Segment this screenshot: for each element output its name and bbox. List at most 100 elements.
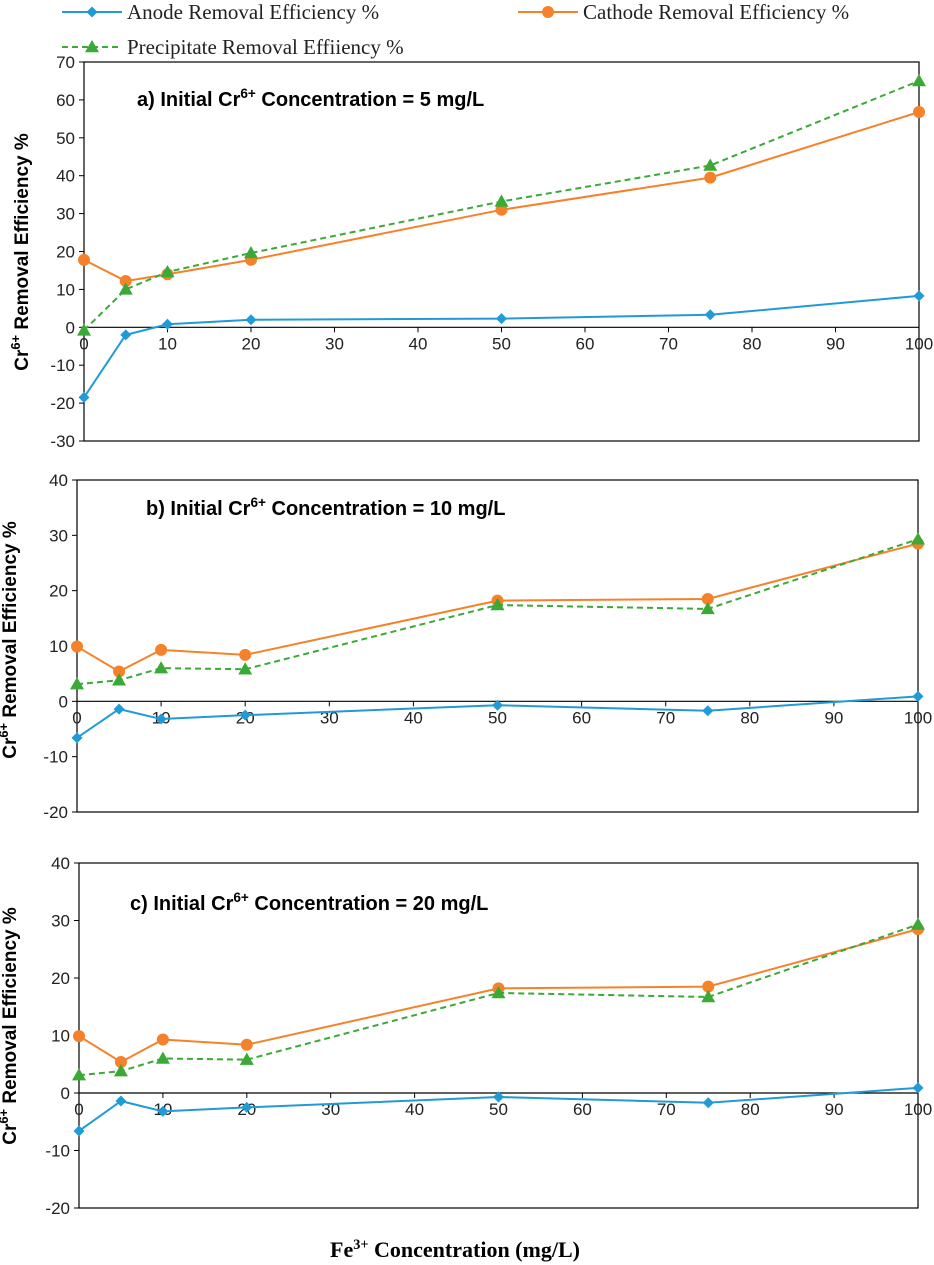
x-tick-label: 80 — [743, 334, 762, 353]
series — [77, 73, 926, 336]
y-axis-label: Cr6+ Removal Efficiency % — [8, 133, 33, 371]
data-point — [239, 648, 252, 661]
y-tick-label: 0 — [59, 692, 68, 711]
x-tick-label: 0 — [72, 708, 81, 727]
legend-item: Cathode Removal Efficiency % — [518, 0, 849, 24]
y-tick-label: 20 — [56, 243, 75, 262]
data-point — [239, 709, 251, 721]
y-tick-label: -30 — [50, 432, 75, 451]
x-tick-label: 50 — [488, 708, 507, 727]
series — [73, 1082, 924, 1137]
data-point — [238, 662, 253, 675]
x-tick-label: 60 — [572, 708, 591, 727]
data-point — [492, 699, 503, 711]
x-tick-label: 0 — [79, 334, 88, 353]
data-point — [113, 703, 125, 715]
chart-panel: -20-100102030400102030405060708090100Cr6… — [0, 471, 932, 822]
data-point — [496, 313, 507, 325]
data-point — [114, 1055, 127, 1068]
x-tick-label: 60 — [573, 1100, 592, 1119]
series — [78, 290, 925, 403]
panel-title: c) Initial Cr6+ Concentration = 20 mg/L — [130, 890, 488, 915]
data-point — [160, 264, 175, 278]
data-point — [239, 1052, 254, 1065]
data-point — [155, 643, 168, 656]
series — [73, 923, 924, 1068]
data-point — [702, 980, 715, 993]
y-tick-label: 60 — [56, 91, 75, 110]
y-tick-label: -10 — [50, 356, 75, 375]
y-tick-label: -20 — [43, 803, 68, 822]
y-tick-label: 0 — [61, 1084, 70, 1103]
data-point — [912, 73, 926, 87]
plot-frame — [83, 61, 920, 442]
data-point — [113, 665, 126, 678]
data-point — [913, 290, 925, 302]
x-tick-label: 70 — [657, 1100, 676, 1119]
data-point — [115, 1095, 127, 1107]
data-point — [156, 1033, 169, 1046]
y-tick-label: -20 — [50, 394, 75, 413]
legend-label: Cathode Removal Efficiency % — [583, 0, 849, 24]
plot-frame — [76, 479, 919, 813]
x-tick-label: 90 — [825, 1100, 844, 1119]
data-point — [77, 323, 91, 336]
data-point — [120, 329, 132, 341]
data-point — [157, 1105, 169, 1117]
data-point — [912, 1082, 924, 1094]
data-point — [244, 246, 258, 259]
data-point — [702, 1097, 714, 1109]
x-tick-label: 90 — [824, 708, 843, 727]
data-point — [118, 282, 133, 295]
x-tick-label: 100 — [905, 334, 933, 353]
legend-item: Anode Removal Efficiency % — [62, 0, 379, 24]
y-tick-label: 30 — [56, 205, 75, 224]
data-point — [162, 318, 173, 330]
x-tick-label: 30 — [325, 334, 344, 353]
legend-marker — [542, 6, 554, 18]
x-tick-label: 60 — [576, 334, 595, 353]
x-tick-label: 50 — [489, 1100, 508, 1119]
y-axis-label: Cr6+ Removal Efficiency % — [0, 907, 21, 1145]
data-point — [78, 253, 90, 266]
panel-title: a) Initial Cr6+ Concentration = 5 mg/L — [137, 86, 484, 111]
series-line — [78, 923, 919, 1077]
series-line — [76, 538, 919, 686]
x-tick-label: 80 — [741, 1100, 760, 1119]
data-point — [913, 106, 925, 119]
y-tick-label: 30 — [51, 912, 70, 931]
data-point — [491, 985, 506, 999]
data-point — [155, 1051, 170, 1064]
data-point — [119, 275, 132, 288]
data-point — [703, 158, 718, 171]
x-tick-label: 30 — [320, 708, 339, 727]
panel-title: b) Initial Cr6+ Concentration = 10 mg/L — [146, 495, 505, 520]
series — [70, 532, 925, 690]
data-point — [72, 1068, 86, 1081]
data-point — [490, 598, 505, 611]
legend-label: Precipitate Removal Effiiency % — [127, 35, 404, 59]
x-tick-label: 70 — [659, 334, 678, 353]
y-tick-label: 20 — [51, 969, 70, 988]
y-tick-label: 30 — [49, 526, 68, 545]
x-tick-label: 40 — [405, 1100, 424, 1119]
data-point — [154, 661, 169, 674]
data-point — [701, 592, 714, 605]
data-point — [494, 194, 509, 207]
y-tick-label: 10 — [56, 280, 75, 299]
y-tick-label: 20 — [49, 582, 68, 601]
y-axis-label: Cr6+ Removal Efficiency % — [0, 521, 21, 759]
x-tick-label: 50 — [492, 334, 511, 353]
data-point — [495, 203, 508, 216]
data-point — [155, 713, 167, 725]
data-point — [704, 171, 717, 184]
x-tick-label: 20 — [242, 334, 261, 353]
data-point — [71, 640, 83, 653]
y-tick-label: -10 — [43, 748, 68, 767]
y-tick-label: 50 — [56, 129, 75, 148]
data-point — [71, 732, 83, 744]
data-point — [70, 677, 84, 690]
y-tick-label: -10 — [45, 1142, 70, 1161]
